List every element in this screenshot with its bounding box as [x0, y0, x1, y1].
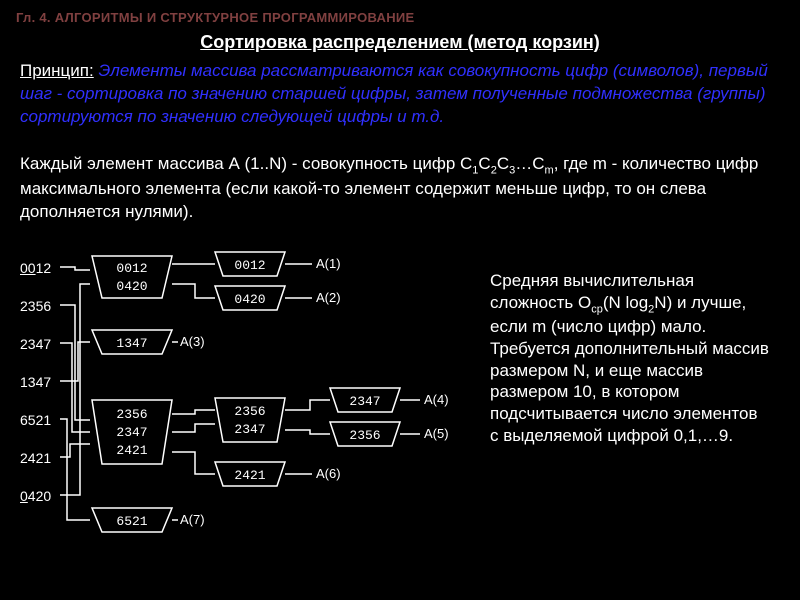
out-a1: A(1) — [316, 256, 341, 271]
principle-text: Элементы массива рассматриваются как сов… — [20, 61, 768, 126]
g23-line1: 2347 — [234, 422, 265, 437]
r5-line0: 2356 — [349, 428, 380, 443]
desc-c3: C — [497, 154, 509, 173]
g23-line0: 2356 — [234, 404, 265, 419]
principle-paragraph: Принцип: Элементы массива рассматриваютс… — [20, 60, 780, 129]
page-title: Сортировка распределением (метод корзин) — [200, 32, 600, 53]
desc-part1: Каждый элемент массива А (1..N) - совоку… — [20, 154, 472, 173]
b2-line2: 2421 — [116, 443, 147, 458]
g04-line0: 0420 — [234, 292, 265, 307]
desc-subm: m — [545, 164, 554, 176]
out-a6: A(6) — [316, 466, 341, 481]
r4-line0: 2347 — [349, 394, 380, 409]
cx-t3: N) и лучше, если m (число цифр) мало. Тр… — [490, 293, 769, 445]
g24-line0: 2421 — [234, 468, 265, 483]
b2-line1: 2347 — [116, 425, 147, 440]
principle-label: Принцип: — [20, 61, 94, 80]
cx-t2: (N log — [603, 293, 648, 312]
b1-line0: 1347 — [116, 336, 147, 351]
desc-tail: , — [554, 154, 559, 173]
description-paragraph: Каждый элемент массива А (1..N) - совоку… — [20, 153, 780, 224]
b0-line1: 0420 — [116, 279, 147, 294]
bucket-sort-diagram: 0012 2356 2347 1347 6521 2421 0420 0012 … — [20, 250, 460, 580]
out-a2: A(2) — [316, 290, 341, 305]
diagram-svg: 0012 0420 1347 2356 2347 2421 6521 A(3) … — [20, 250, 460, 580]
chapter-label: Гл. 4. АЛГОРИТМЫ И СТРУКТУРНОЕ ПРОГРАММИ… — [16, 10, 415, 25]
cx-sub1: ср — [591, 303, 603, 315]
out-a5: A(5) — [424, 426, 449, 441]
complexity-paragraph: Средняя вычислительная сложность Oср(N l… — [490, 270, 770, 447]
desc-dots: …C — [515, 154, 544, 173]
desc-c2: C — [478, 154, 490, 173]
out-a3: A(3) — [180, 334, 205, 349]
out-a7: A(7) — [180, 512, 205, 527]
b2-line0: 2356 — [116, 407, 147, 422]
out-a4: A(4) — [424, 392, 449, 407]
b0-line0: 0012 — [116, 261, 147, 276]
g0-line0: 0012 — [234, 258, 265, 273]
b6-line0: 6521 — [116, 514, 147, 529]
